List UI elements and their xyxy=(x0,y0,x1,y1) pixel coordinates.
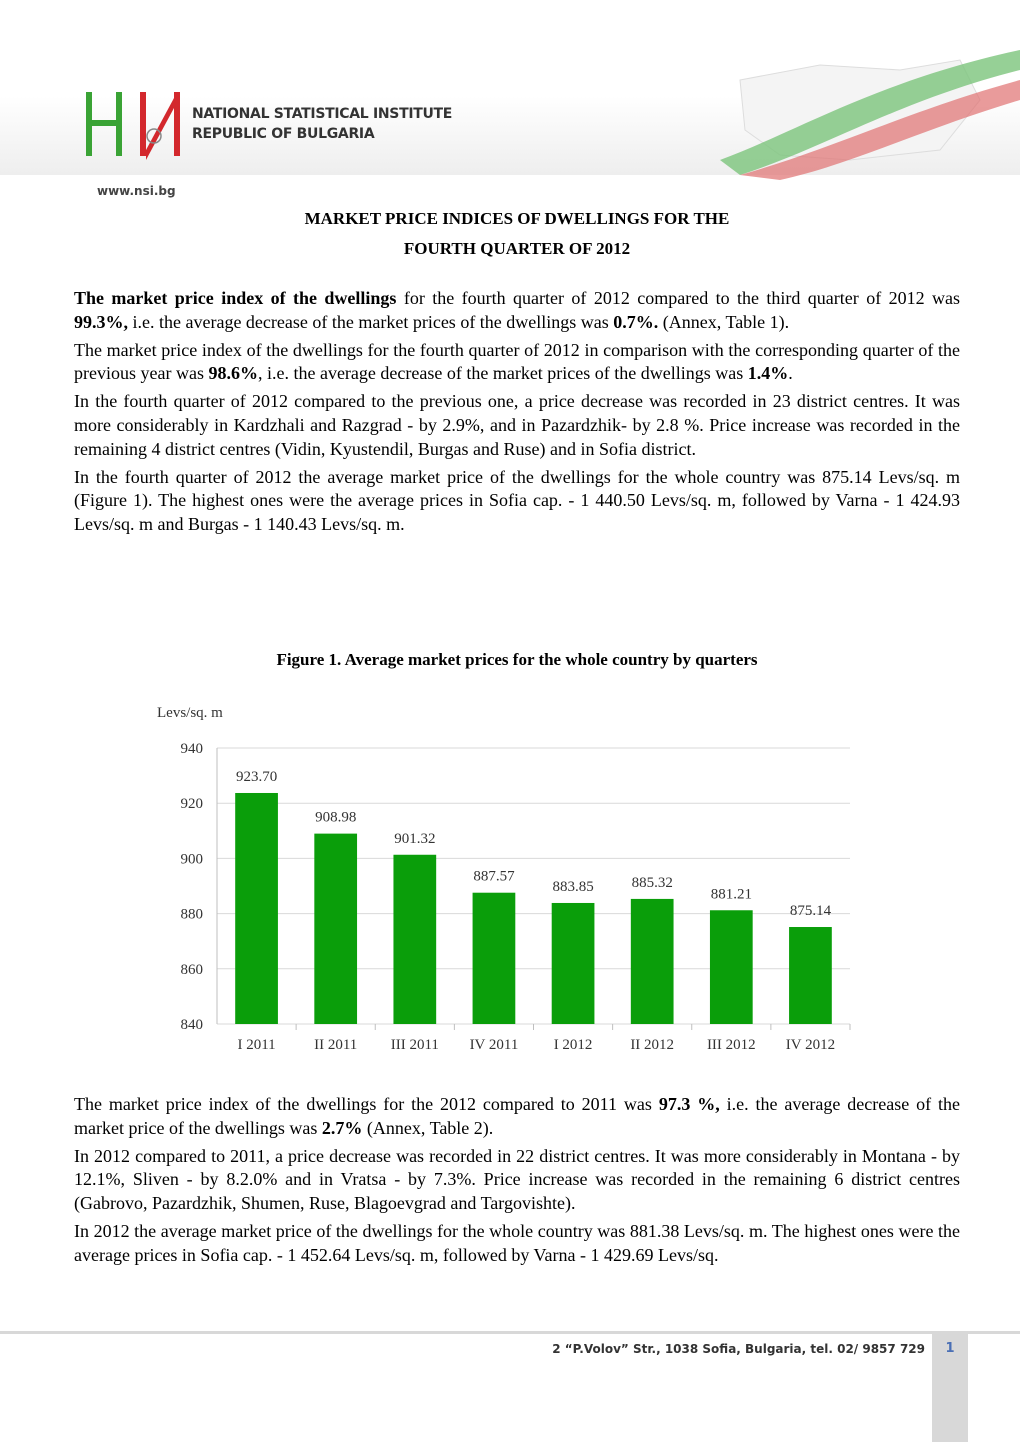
figure-caption: Figure 1. Average market prices for the … xyxy=(276,650,758,669)
text-run: In 2012 the average market price of the … xyxy=(74,1220,960,1265)
org-name: NATIONAL STATISTICAL INSTITUTE xyxy=(192,106,453,122)
chart: Levs/sq. m 840 860 880 900 920 940 I 2011 923.70… xyxy=(157,705,851,1053)
x-tick-label: I 2012 xyxy=(554,1037,593,1053)
text-run: . xyxy=(788,363,793,384)
x-tick-label: II 2012 xyxy=(630,1037,674,1053)
data-label: 923.70 xyxy=(236,769,277,785)
text-run: 2.7% xyxy=(321,1117,363,1138)
paragraph: In the fourth quarter of 2012 the averag… xyxy=(74,466,960,537)
x-tick-label: III 2012 xyxy=(707,1037,756,1053)
text-run: (Annex, Table 2). xyxy=(362,1117,494,1138)
text-run: 97.3 %, xyxy=(658,1094,720,1114)
section: The market price index of the dwellings … xyxy=(74,1093,960,1272)
page-number: 1 xyxy=(945,1341,955,1356)
y-tick-label: 940 xyxy=(181,741,204,757)
text-run: i.e. the average decrease of the market … xyxy=(128,311,614,332)
text-run: i.e. the average decrease of the market … xyxy=(74,1094,960,1138)
data-label: 883.85 xyxy=(552,879,593,895)
paragraph: The market price index of the dwellings … xyxy=(74,339,960,386)
header-map xyxy=(720,50,1020,180)
bar xyxy=(235,792,278,1024)
logo-text: NATIONAL STATISTICAL INSTITUTE REPUBLIC … xyxy=(192,104,452,144)
text-run: 0.7%. xyxy=(613,311,659,332)
data-label: 887.57 xyxy=(473,869,515,885)
bar xyxy=(472,892,516,1024)
text-run: (Annex, Table 1). xyxy=(658,311,790,332)
bar xyxy=(630,898,674,1024)
x-tick-label: IV 2012 xyxy=(786,1037,835,1053)
bar xyxy=(551,902,595,1024)
footer-address: 2 “P.Volov” Str., 1038 Sofia, Bulgaria, … xyxy=(552,1342,925,1356)
site: www.nsi.bg xyxy=(97,184,176,198)
page-tab xyxy=(932,1334,968,1442)
section: The market price index of the dwellings … xyxy=(74,287,960,541)
paragraph: The market price index of the dwellings … xyxy=(74,287,960,334)
bar xyxy=(709,910,753,1024)
y-tick-label: 840 xyxy=(181,1017,204,1033)
x-tick-label: III 2011 xyxy=(391,1037,439,1053)
y-tick-label: 880 xyxy=(181,907,204,923)
title-line: FOURTH QUARTER OF 2012 xyxy=(403,239,631,258)
x-tick-label: II 2011 xyxy=(314,1037,357,1053)
paragraph: In the fourth quarter of 2012 compared t… xyxy=(74,390,960,461)
text-run: In 2012 compared to 2011, a price decrea… xyxy=(74,1145,960,1213)
title-line: MARKET PRICE INDICES OF DWELLINGS FOR TH… xyxy=(304,209,730,228)
paragraph: In 2012 the average market price of the … xyxy=(74,1220,960,1267)
y-tick-label: 900 xyxy=(181,851,204,867)
y-tick-label: 920 xyxy=(181,796,204,812)
text-run: 1.4% xyxy=(747,363,789,384)
x-tick-label: IV 2011 xyxy=(470,1037,519,1053)
x-tick-label: I 2011 xyxy=(237,1037,275,1053)
bar xyxy=(393,854,437,1024)
footer-rule xyxy=(0,1331,1020,1334)
text-run: In the fourth quarter of 2012 compared t… xyxy=(74,391,960,459)
y-axis-label: Levs/sq. m xyxy=(157,705,223,721)
bar xyxy=(314,833,358,1024)
data-label: 908.98 xyxy=(315,810,356,826)
paragraph: The market price index of the dwellings … xyxy=(74,1093,960,1140)
data-label: 875.14 xyxy=(790,903,832,919)
text-run: The market price index of the dwellings xyxy=(74,288,397,308)
paragraph: In 2012 compared to 2011, a price decrea… xyxy=(74,1145,960,1216)
data-label: 881.21 xyxy=(711,886,752,902)
logo xyxy=(86,92,180,160)
data-label: 885.32 xyxy=(632,875,673,891)
text-run: The market price index of the dwellings … xyxy=(74,339,960,384)
title: MARKET PRICE INDICES OF DWELLINGS FOR TH… xyxy=(0,204,1020,264)
text-run: In the fourth quarter of 2012 the averag… xyxy=(74,466,960,534)
y-tick-label: 860 xyxy=(181,962,204,978)
text-run: 98.6% xyxy=(208,363,258,384)
bar xyxy=(789,927,832,1024)
text-run: , i.e. the average decrease of the marke… xyxy=(257,363,748,384)
text-run: for the fourth quarter of 2012 compared … xyxy=(396,288,960,308)
data-label: 901.32 xyxy=(394,831,435,847)
country-name: REPUBLIC OF BULGARIA xyxy=(192,126,375,142)
text-run: The market price index of the dwellings … xyxy=(74,1094,659,1114)
text-run: 99.3%, xyxy=(74,311,128,332)
